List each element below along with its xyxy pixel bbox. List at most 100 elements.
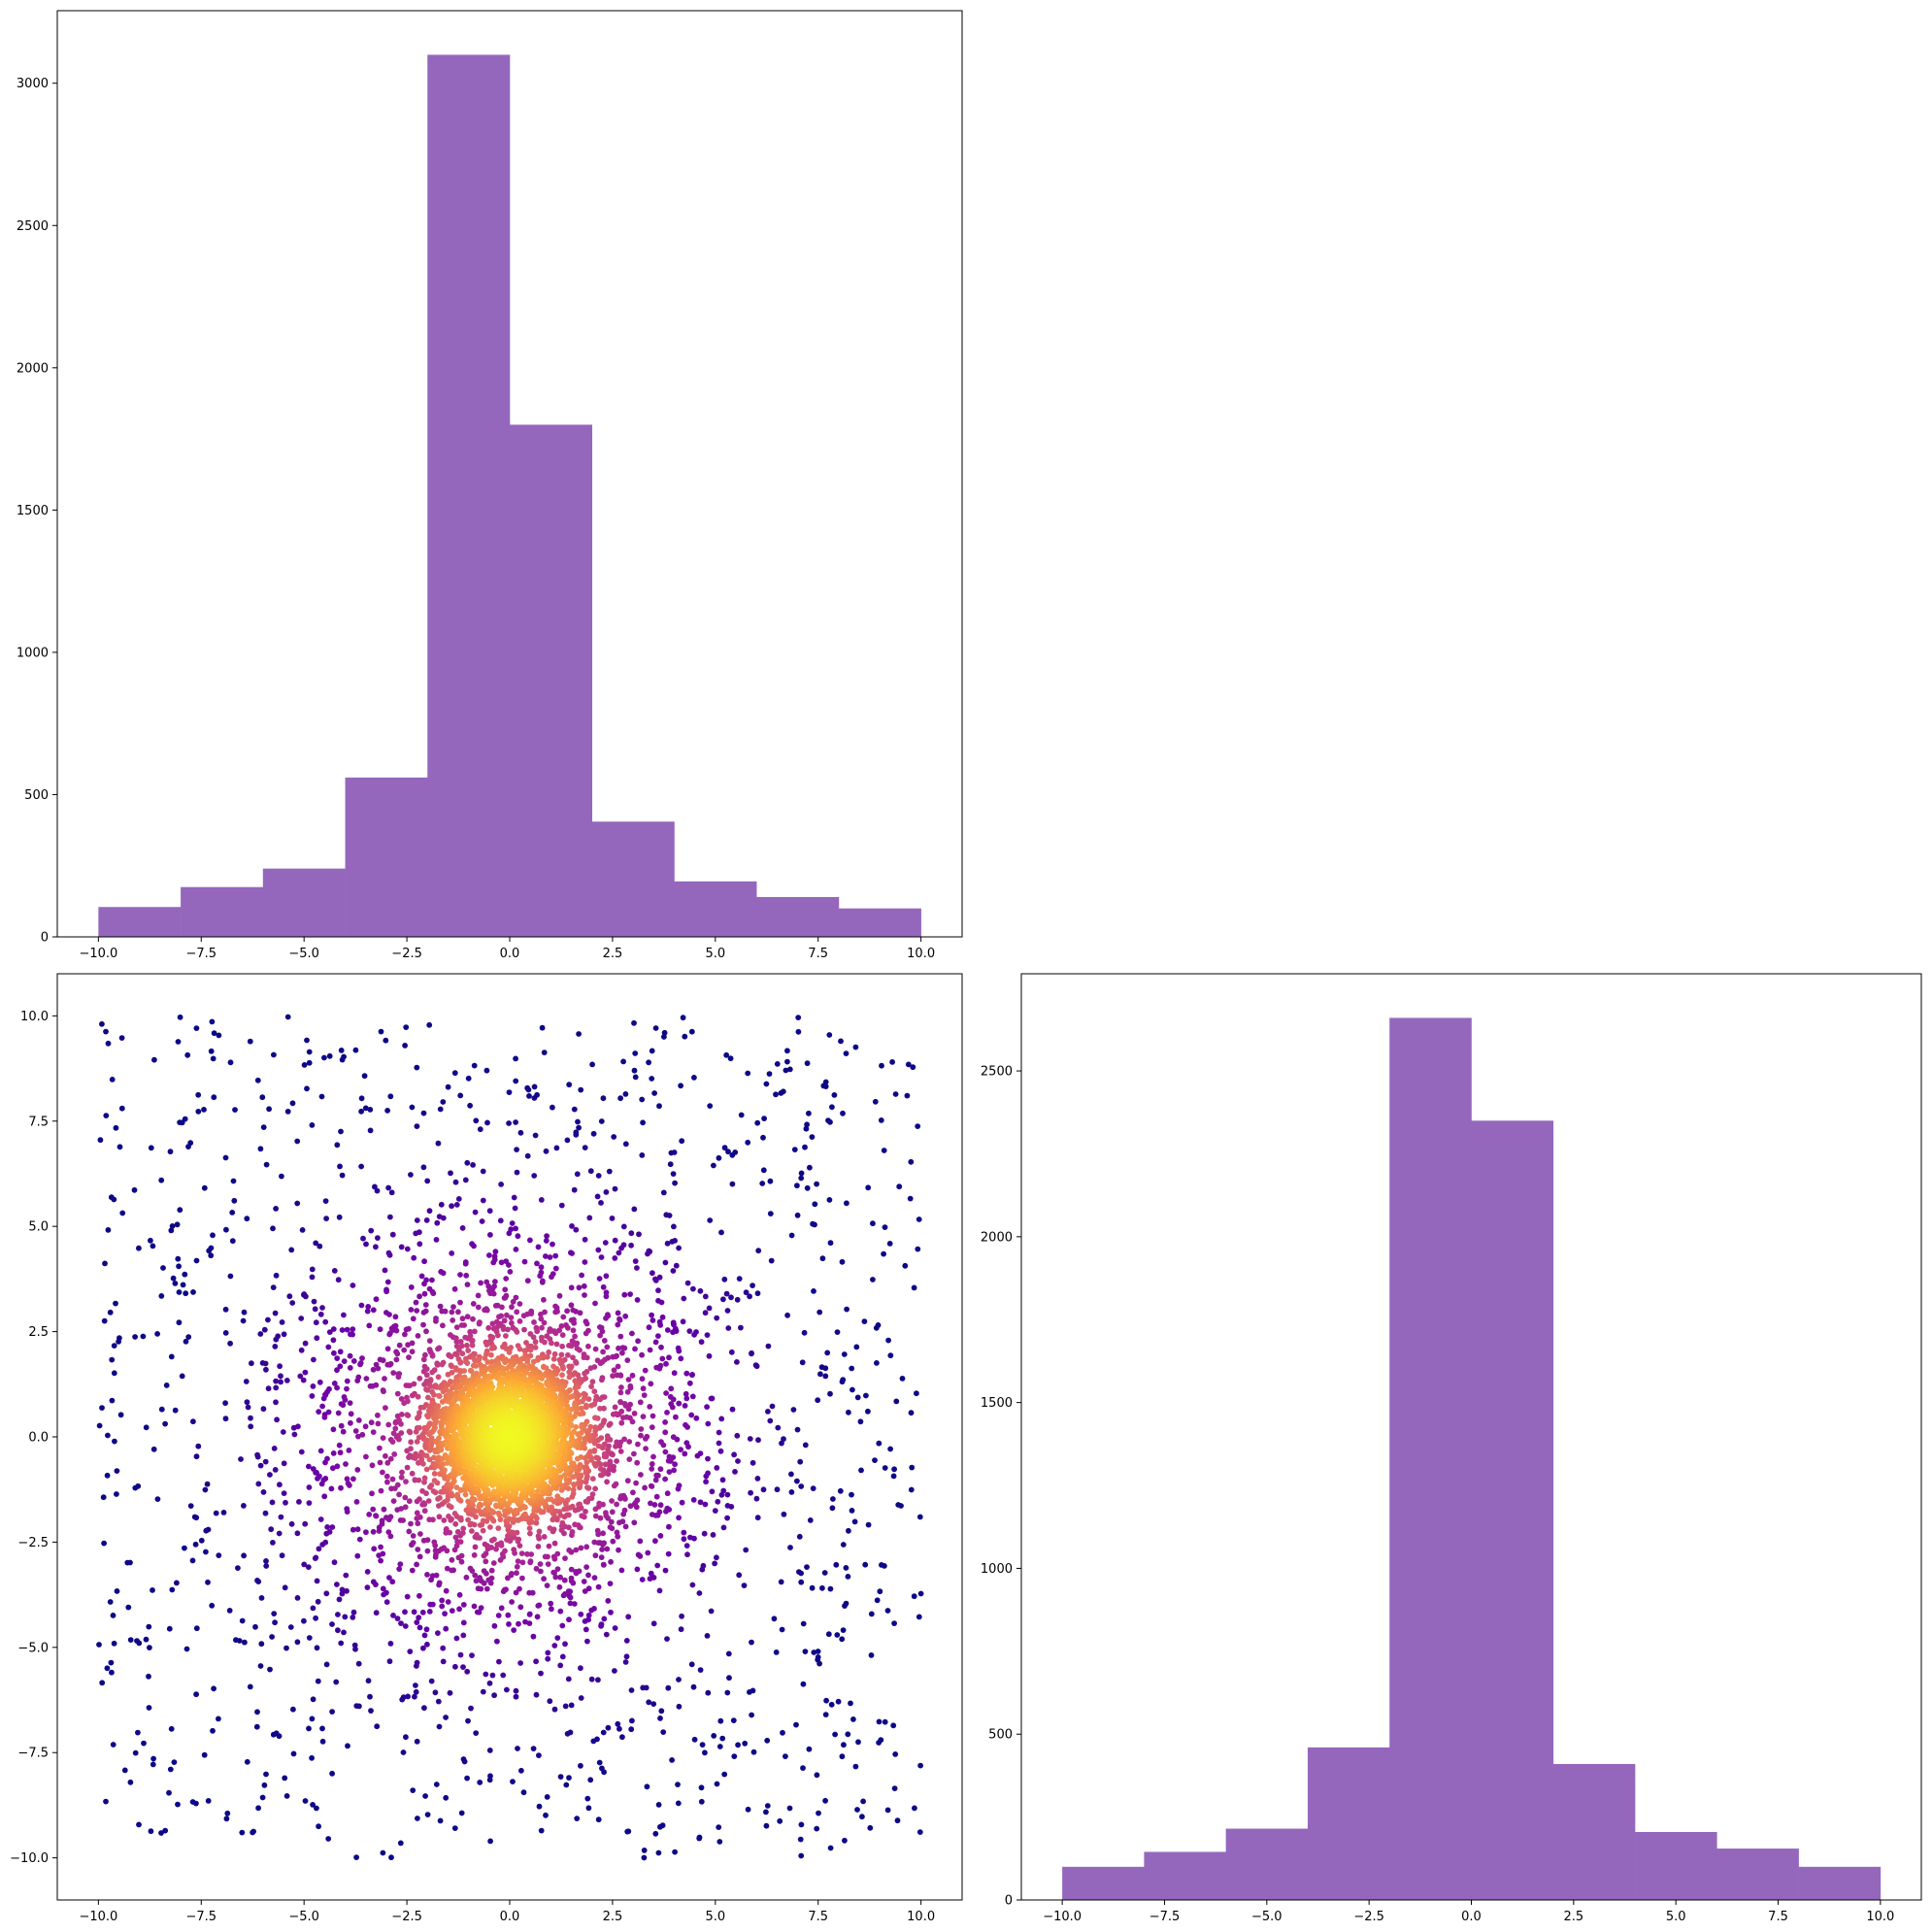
scatter-point <box>796 1533 803 1540</box>
scatter-point <box>375 1412 381 1418</box>
scatter-point <box>350 1609 357 1616</box>
scatter-point <box>603 1293 610 1300</box>
scatter-point <box>169 1223 176 1229</box>
scatter-point <box>419 1609 426 1616</box>
scatter-point <box>334 1367 340 1374</box>
scatter-point <box>543 1238 550 1244</box>
scatter-point <box>488 1374 495 1381</box>
scatter-point <box>313 1319 319 1326</box>
scatter-point <box>271 1051 277 1058</box>
scatter-point <box>499 1304 505 1311</box>
scatter-point <box>182 1545 187 1551</box>
scatter-point <box>814 1181 819 1187</box>
scatter-point <box>310 1696 316 1703</box>
scatter-point <box>335 1627 341 1634</box>
scatter-point <box>273 1378 279 1384</box>
scatter-point <box>229 1210 236 1216</box>
scatter-point <box>840 1627 847 1633</box>
scatter-point <box>331 1381 338 1386</box>
scatter-point <box>783 1753 788 1759</box>
scatter-point <box>443 1526 450 1532</box>
scatter-point <box>459 1350 466 1357</box>
scatter-point <box>558 1202 565 1209</box>
scatter-point <box>345 1743 350 1749</box>
scatter-point <box>457 1092 464 1099</box>
scatter-point <box>325 1344 332 1350</box>
scatter-point <box>520 1789 527 1796</box>
scatter-point <box>579 1405 584 1412</box>
scatter-point <box>583 1330 589 1337</box>
scatter-point <box>524 1152 531 1159</box>
scatter-point <box>316 1473 322 1480</box>
scatter-point <box>620 1415 626 1421</box>
scatter-point <box>416 1624 423 1631</box>
scatter-point <box>826 1197 833 1203</box>
scatter-point <box>513 1687 519 1694</box>
scatter-point <box>609 1509 616 1516</box>
scatter-point <box>513 1078 519 1084</box>
scatter-point <box>579 1272 584 1279</box>
scatter-point <box>595 1816 602 1823</box>
scatter-point <box>283 1645 289 1651</box>
scatter-point <box>607 1581 614 1586</box>
scatter-point <box>216 1715 221 1722</box>
scatter-point <box>753 1495 760 1502</box>
scatter-point <box>600 1530 606 1537</box>
scatter-point <box>416 1496 422 1503</box>
scatter-point <box>779 1626 785 1633</box>
scatter-point <box>569 1460 575 1466</box>
scatter-point <box>585 1805 592 1812</box>
scatter-point <box>802 1442 809 1449</box>
scatter-point <box>412 1693 417 1700</box>
scatter-point <box>633 1480 639 1486</box>
scatter-point <box>131 1186 138 1193</box>
scatter-point <box>378 1557 383 1564</box>
scatter-point <box>380 1585 386 1592</box>
scatter-point <box>350 1615 356 1620</box>
scatter-point <box>429 1277 435 1283</box>
scatter-point <box>614 1439 620 1446</box>
scatter-point <box>645 1250 650 1257</box>
scatter-point <box>460 1632 467 1639</box>
scatter-point <box>604 1546 611 1552</box>
scatter-point <box>364 1584 371 1590</box>
scatter-point <box>340 1402 347 1409</box>
scatter-point <box>611 1134 617 1140</box>
scatter-point <box>567 1600 574 1607</box>
scatter-point <box>336 1442 343 1449</box>
scatter-point <box>514 1169 520 1176</box>
scatter-point <box>566 1616 572 1623</box>
scatter-point <box>724 1689 731 1696</box>
scatter-point <box>654 1562 661 1569</box>
scatter-point <box>571 1601 578 1607</box>
scatter-point <box>352 1047 359 1053</box>
scatter-point <box>370 1429 377 1435</box>
scatter-point <box>752 1362 759 1368</box>
scatter-point <box>649 1512 655 1517</box>
scatter-point <box>323 1590 330 1597</box>
scatter-point <box>612 1625 618 1631</box>
scatter-point <box>655 1849 662 1856</box>
scatter-point <box>671 1370 678 1377</box>
scatter-point <box>436 1514 443 1520</box>
scatter-point <box>668 1149 675 1156</box>
scatter-point <box>504 1312 510 1318</box>
scatter-point <box>764 1803 771 1809</box>
scatter-point <box>519 1559 526 1566</box>
scatter-point <box>698 1798 705 1805</box>
scatter-point <box>193 1515 200 1521</box>
scatter-point <box>862 1561 869 1568</box>
scatter-point <box>602 1240 609 1246</box>
scatter-point <box>659 1355 666 1362</box>
scatter-point <box>180 1282 186 1288</box>
scatter-point <box>408 1284 415 1290</box>
scatter-point <box>389 1231 396 1238</box>
scatter-point <box>467 1565 474 1572</box>
scatter-point <box>374 1187 381 1194</box>
scatter-point <box>329 1770 335 1777</box>
scatter-point <box>451 1825 458 1831</box>
scatter-point <box>127 1779 134 1785</box>
scatter-point <box>846 1409 851 1416</box>
scatter-point <box>426 1420 433 1427</box>
scatter-point <box>680 1318 686 1325</box>
